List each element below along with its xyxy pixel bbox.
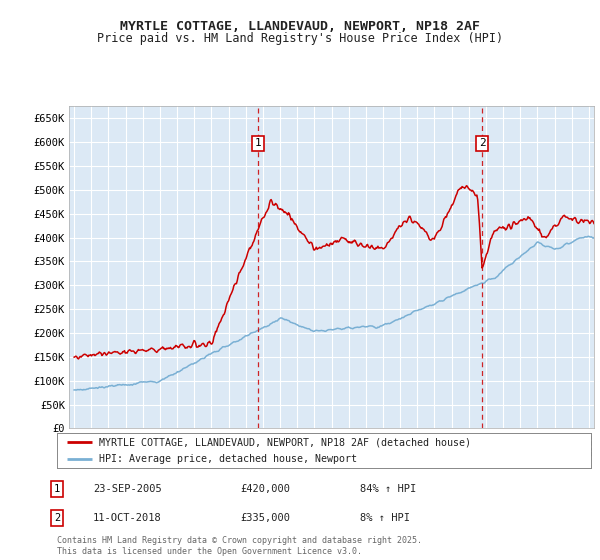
Text: HPI: Average price, detached house, Newport: HPI: Average price, detached house, Newp…	[98, 454, 356, 464]
Text: 2: 2	[54, 513, 60, 523]
Text: 2: 2	[479, 138, 485, 148]
Text: 23-SEP-2005: 23-SEP-2005	[93, 484, 162, 494]
Text: MYRTLE COTTAGE, LLANDEVAUD, NEWPORT, NP18 2AF: MYRTLE COTTAGE, LLANDEVAUD, NEWPORT, NP1…	[120, 20, 480, 32]
Text: 1: 1	[255, 138, 262, 148]
Text: MYRTLE COTTAGE, LLANDEVAUD, NEWPORT, NP18 2AF (detached house): MYRTLE COTTAGE, LLANDEVAUD, NEWPORT, NP1…	[98, 437, 470, 447]
Text: £420,000: £420,000	[240, 484, 290, 494]
Text: Contains HM Land Registry data © Crown copyright and database right 2025.
This d: Contains HM Land Registry data © Crown c…	[57, 536, 422, 556]
Text: 1: 1	[54, 484, 60, 494]
Text: Price paid vs. HM Land Registry's House Price Index (HPI): Price paid vs. HM Land Registry's House …	[97, 32, 503, 45]
Text: 11-OCT-2018: 11-OCT-2018	[93, 513, 162, 523]
Text: £335,000: £335,000	[240, 513, 290, 523]
Text: 8% ↑ HPI: 8% ↑ HPI	[360, 513, 410, 523]
Text: 84% ↑ HPI: 84% ↑ HPI	[360, 484, 416, 494]
